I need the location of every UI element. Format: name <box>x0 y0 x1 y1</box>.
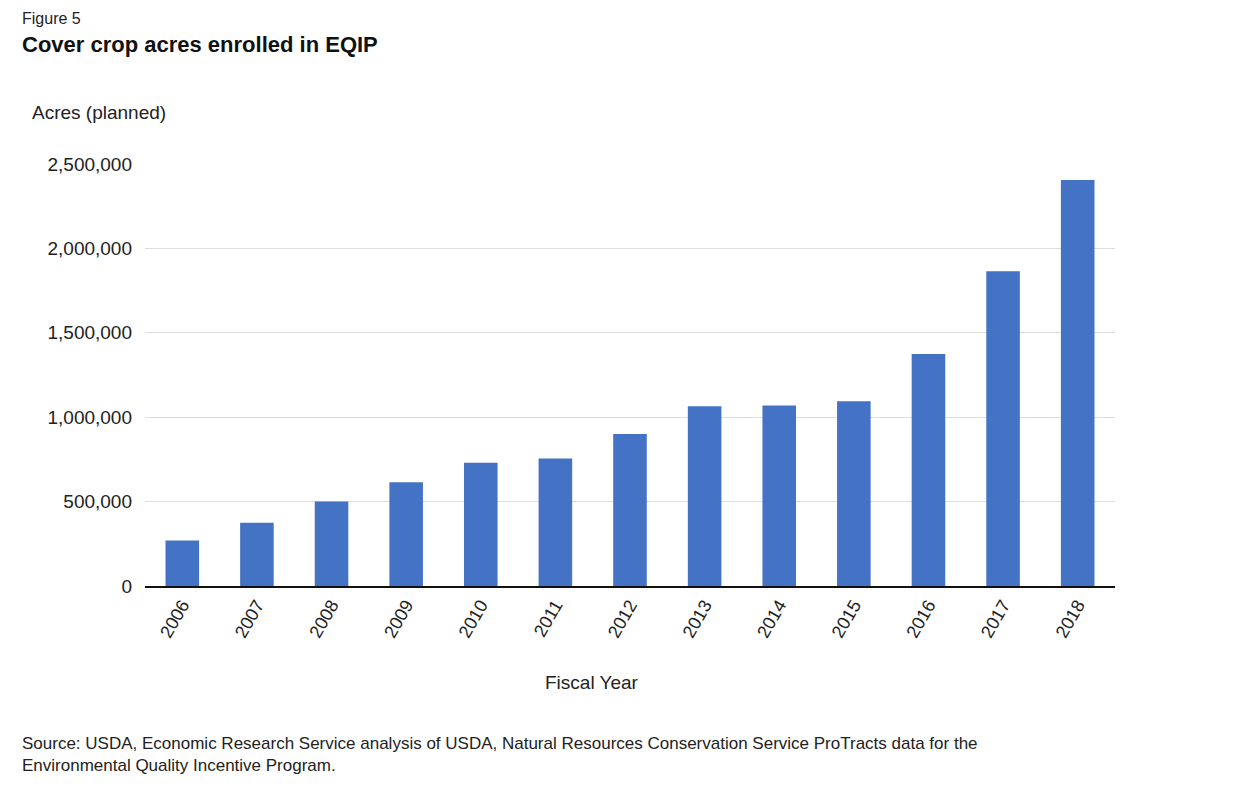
svg-text:1,500,000: 1,500,000 <box>47 322 132 343</box>
svg-text:Figure 5: Figure 5 <box>22 10 81 27</box>
svg-text:Cover crop acres enrolled in E: Cover crop acres enrolled in EQIP <box>22 32 378 57</box>
svg-text:500,000: 500,000 <box>63 491 132 512</box>
svg-text:2007: 2007 <box>231 597 268 642</box>
svg-text:2018: 2018 <box>1052 597 1089 642</box>
svg-text:2006: 2006 <box>156 597 193 642</box>
svg-text:Acres (planned): Acres (planned) <box>32 102 166 123</box>
svg-text:Fiscal Year: Fiscal Year <box>545 672 639 693</box>
svg-text:2008: 2008 <box>305 597 342 642</box>
svg-text:Source: USDA, Economic Researc: Source: USDA, Economic Research Service … <box>22 734 978 775</box>
svg-text:0: 0 <box>121 576 132 597</box>
svg-text:2012: 2012 <box>604 597 641 642</box>
svg-text:2017: 2017 <box>977 597 1014 642</box>
svg-text:2009: 2009 <box>380 597 417 642</box>
svg-text:2014: 2014 <box>753 597 790 642</box>
svg-text:1,000,000: 1,000,000 <box>47 407 132 428</box>
svg-text:2010: 2010 <box>455 597 492 642</box>
svg-text:2011: 2011 <box>530 597 567 641</box>
svg-text:2013: 2013 <box>679 597 716 642</box>
svg-text:2,500,000: 2,500,000 <box>47 154 132 175</box>
svg-text:2016: 2016 <box>902 597 939 642</box>
svg-text:2015: 2015 <box>828 597 865 642</box>
svg-text:2,000,000: 2,000,000 <box>47 238 132 259</box>
